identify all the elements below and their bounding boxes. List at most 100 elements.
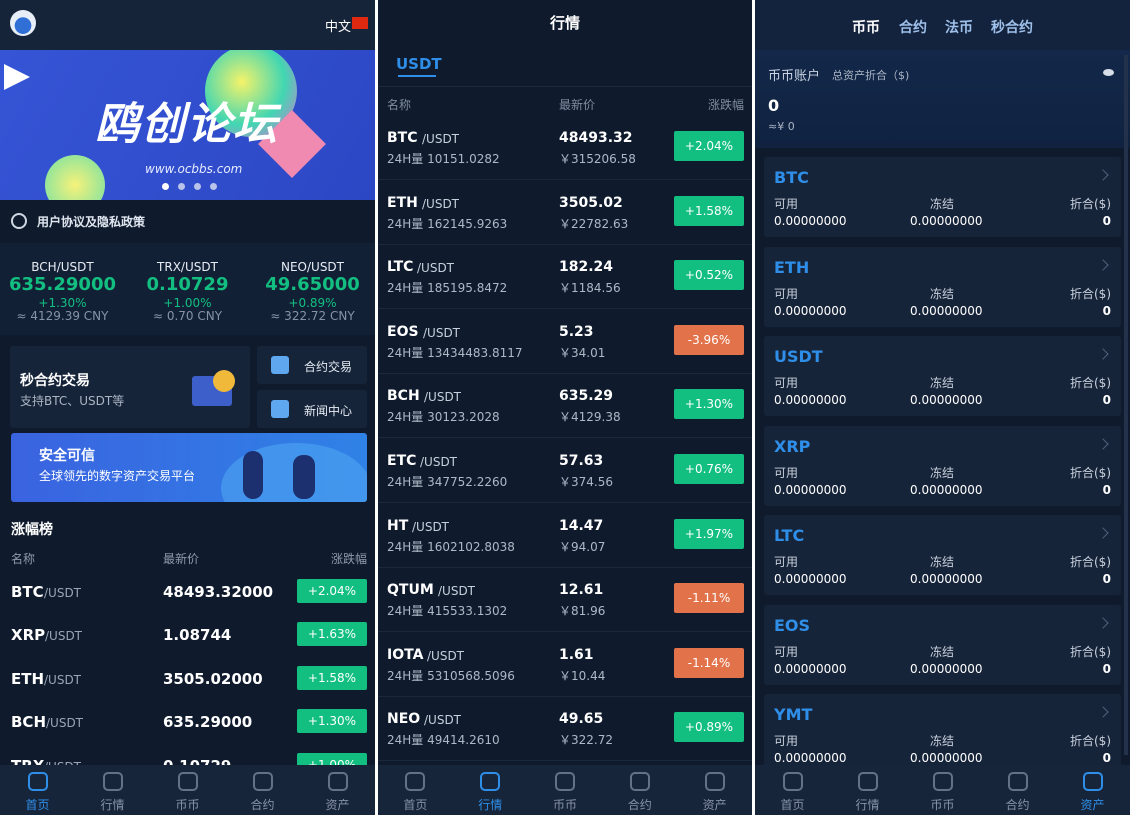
header-separator (378, 86, 752, 87)
coin-card[interactable]: ETH 可用 冻结 折合($) 0.00000000 0.00000000 0 (764, 246, 1121, 327)
nav-item[interactable]: 行情 (453, 765, 528, 815)
market-tab[interactable]: USDT (396, 55, 442, 73)
notice[interactable]: 用户协议及隐私政策 (37, 215, 146, 229)
coin-name: IOTA (387, 646, 424, 663)
nav-icon (102, 772, 123, 791)
change-badge: +1.30% (674, 389, 744, 420)
market-row[interactable]: BCH/USDT 24H量 30123.2028 635.29 ￥4129.38 +1.… (378, 373, 752, 439)
nav-item[interactable]: 合约 (225, 765, 300, 815)
cny-price: ￥4129.38 (559, 410, 621, 425)
carousel-dot[interactable] (210, 183, 217, 190)
nav-item[interactable]: 首页 (378, 765, 453, 815)
column-header[interactable]: 涨跌幅 (707, 98, 744, 112)
market-row[interactable]: HT/USDT 24H量 1602102.8038 14.47 ￥94.07 +1.97… (378, 503, 752, 568)
nav-item[interactable]: 资产 (1055, 765, 1130, 815)
nav-item[interactable]: 首页 (0, 765, 75, 815)
change-badge: +1.63% (297, 622, 367, 647)
assets-screen: 币币 合约 法币 秒合约 币币账户 总资产折合（$) 0 ≈¥ 0 BTC 可用 冻结 折合($) 0.… (755, 0, 1130, 815)
asset-tab[interactable]: 合约 (899, 20, 927, 36)
asset-tab[interactable]: 秒合约 (991, 20, 1033, 36)
visibility-toggle[interactable] (1103, 69, 1114, 76)
asset-tab[interactable]: 法币 (945, 20, 973, 36)
label: 可用 (774, 197, 799, 211)
ticker-change: +1.00% (163, 296, 212, 310)
promo-banner[interactable]: 安全可信 全球领先的数字资产交易平台 (11, 433, 367, 502)
ticker[interactable]: TRX/USDT 0.10729 +1.00% ≈ 0.70 CNY (125, 258, 250, 328)
ranking-title: 涨幅榜 (11, 522, 53, 538)
coin-name: LTC (387, 259, 414, 276)
nav-item[interactable]: 资产 (677, 765, 752, 815)
market-row[interactable]: QTUM/USDT 24H量 415533.1302 12.61 ￥81.96 -1.1… (378, 567, 752, 633)
carousel-dot[interactable] (194, 183, 201, 190)
market-screen: 行情 USDT 名称 最新价 涨跌幅 BTC/USDT 24H量 10151.0282 484… (378, 0, 752, 815)
nav-item[interactable]: 币币 (528, 765, 603, 815)
market-row[interactable]: LTC/USDT 24H量 185195.8472 182.24 ￥1184.56 +0… (378, 244, 752, 310)
column-header[interactable]: 名称 (387, 98, 412, 112)
label: 折合($) (1070, 376, 1111, 390)
volume: 24H量 185195.8472 (387, 281, 508, 296)
chevron (1097, 437, 1109, 450)
banner-title: 鸥创论坛 (95, 99, 279, 150)
coin-card[interactable]: YMT 可用 冻结 折合($) 0.00000000 0.00000000 0 (764, 694, 1121, 774)
frozen: 0.00000000 (910, 661, 983, 676)
language[interactable]: 中文 (325, 20, 352, 35)
bottom-nav: 首页 行情 币币 合约 资产 (0, 765, 375, 815)
nav-label: 合约 (627, 798, 652, 812)
coin-card[interactable]: BTC 可用 冻结 折合($) 0.00000000 0.00000000 0 (764, 157, 1121, 237)
bottom-nav: 首页 行情 币币 合约 资产 (755, 765, 1130, 815)
value: 0 (1102, 393, 1111, 407)
coin-card[interactable]: USDT 可用 冻结 折合($) 0.00000000 0.00000000 0 (764, 336, 1121, 416)
market-row[interactable]: ETC/USDT 24H量 347752.2260 57.63 ￥374.56 +0.7… (378, 438, 752, 503)
column-header[interactable]: 最新价 (559, 98, 596, 112)
ticker-price: 0.10729 (146, 274, 229, 295)
nav-item[interactable]: 首页 (755, 765, 830, 815)
market-row[interactable]: BTC/USDT 24H量 10151.0282 48493.32 ￥315206.5… (378, 115, 752, 180)
side-card[interactable]: 合约交易 (257, 346, 367, 384)
nav-item[interactable]: 合约 (602, 765, 677, 815)
nav-label: 资产 (702, 798, 727, 812)
market-row[interactable]: NEO/USDT 24H量 49414.2610 49.65 ￥322.72 +0.89… (378, 696, 752, 762)
change-badge: +0.52% (674, 260, 744, 291)
ticker-cny: ≈ 0.70 CNY (152, 309, 223, 323)
price: 5.23 (559, 323, 594, 340)
nav-item[interactable]: 币币 (150, 765, 225, 815)
ranking-row[interactable]: BCH/USDT 635.29000 +1.30% (0, 709, 375, 735)
ranking-row[interactable]: BTC/USDT 48493.32000 +2.04% (0, 579, 375, 605)
side-card[interactable]: 新闻中心 (257, 390, 367, 428)
frozen: 0.00000000 (910, 482, 983, 497)
market-row[interactable]: EOS/USDT 24H量 13434483.8117 5.23 ￥34.01 -3.9… (378, 309, 752, 374)
nav-icon (782, 772, 803, 791)
ranking-row[interactable]: ETH/USDT 3505.02000 +1.58% (0, 665, 375, 692)
asset-tab[interactable]: 币币 (852, 20, 880, 36)
cny-price: ￥322.72 (559, 733, 613, 748)
value: 0 (1102, 214, 1111, 228)
ticker[interactable]: BCH/USDT 635.29000 +1.30% ≈ 4129.39 CNY (0, 258, 125, 328)
account-total: 0 (768, 96, 780, 115)
market-row[interactable]: IOTA/USDT 24H量 5310568.5096 1.61 ￥10.44 -1.1… (378, 632, 752, 697)
card-illustration (213, 370, 235, 392)
market-row[interactable]: ETH/USDT 24H量 162145.9263 3505.02 ￥22782.63… (378, 180, 752, 245)
coin-card[interactable]: EOS 可用 冻结 折合($) 0.00000000 0.00000000 0 (764, 604, 1121, 685)
nav-item[interactable]: 行情 (75, 765, 150, 815)
change-badge: -1.11% (674, 583, 744, 614)
nav-icon (405, 772, 426, 791)
cny-price: ￥22782.63 (559, 216, 629, 231)
nav-item[interactable]: 资产 (300, 765, 375, 815)
ticker[interactable]: NEO/USDT 49.65000 +0.89% ≈ 322.72 CNY (250, 258, 375, 328)
label: 可用 (774, 734, 799, 748)
nav-item[interactable]: 币币 (905, 765, 980, 815)
coin-card[interactable]: XRP 可用 冻结 折合($) 0.00000000 0.00000000 0 (764, 425, 1121, 506)
price: 48493.32 (559, 130, 633, 146)
main-card[interactable]: 秒合约交易 支持BTC、USDT等 (10, 346, 250, 428)
price: 57.63 (559, 453, 604, 469)
carousel-dot[interactable] (178, 183, 185, 190)
coin-name: BCH (387, 388, 420, 405)
nav-icon (177, 772, 198, 791)
nav-item[interactable]: 行情 (830, 765, 905, 815)
carousel-dot[interactable] (162, 183, 169, 190)
coin-card[interactable]: LTC 可用 冻结 折合($) 0.00000000 0.00000000 0 (764, 515, 1121, 595)
ranking-row[interactable]: XRP/USDT 1.08744 +1.63% (0, 622, 375, 648)
nav-item[interactable]: 合约 (980, 765, 1055, 815)
value: 0 (1102, 572, 1111, 586)
volume: 24H量 347752.2260 (387, 475, 508, 489)
